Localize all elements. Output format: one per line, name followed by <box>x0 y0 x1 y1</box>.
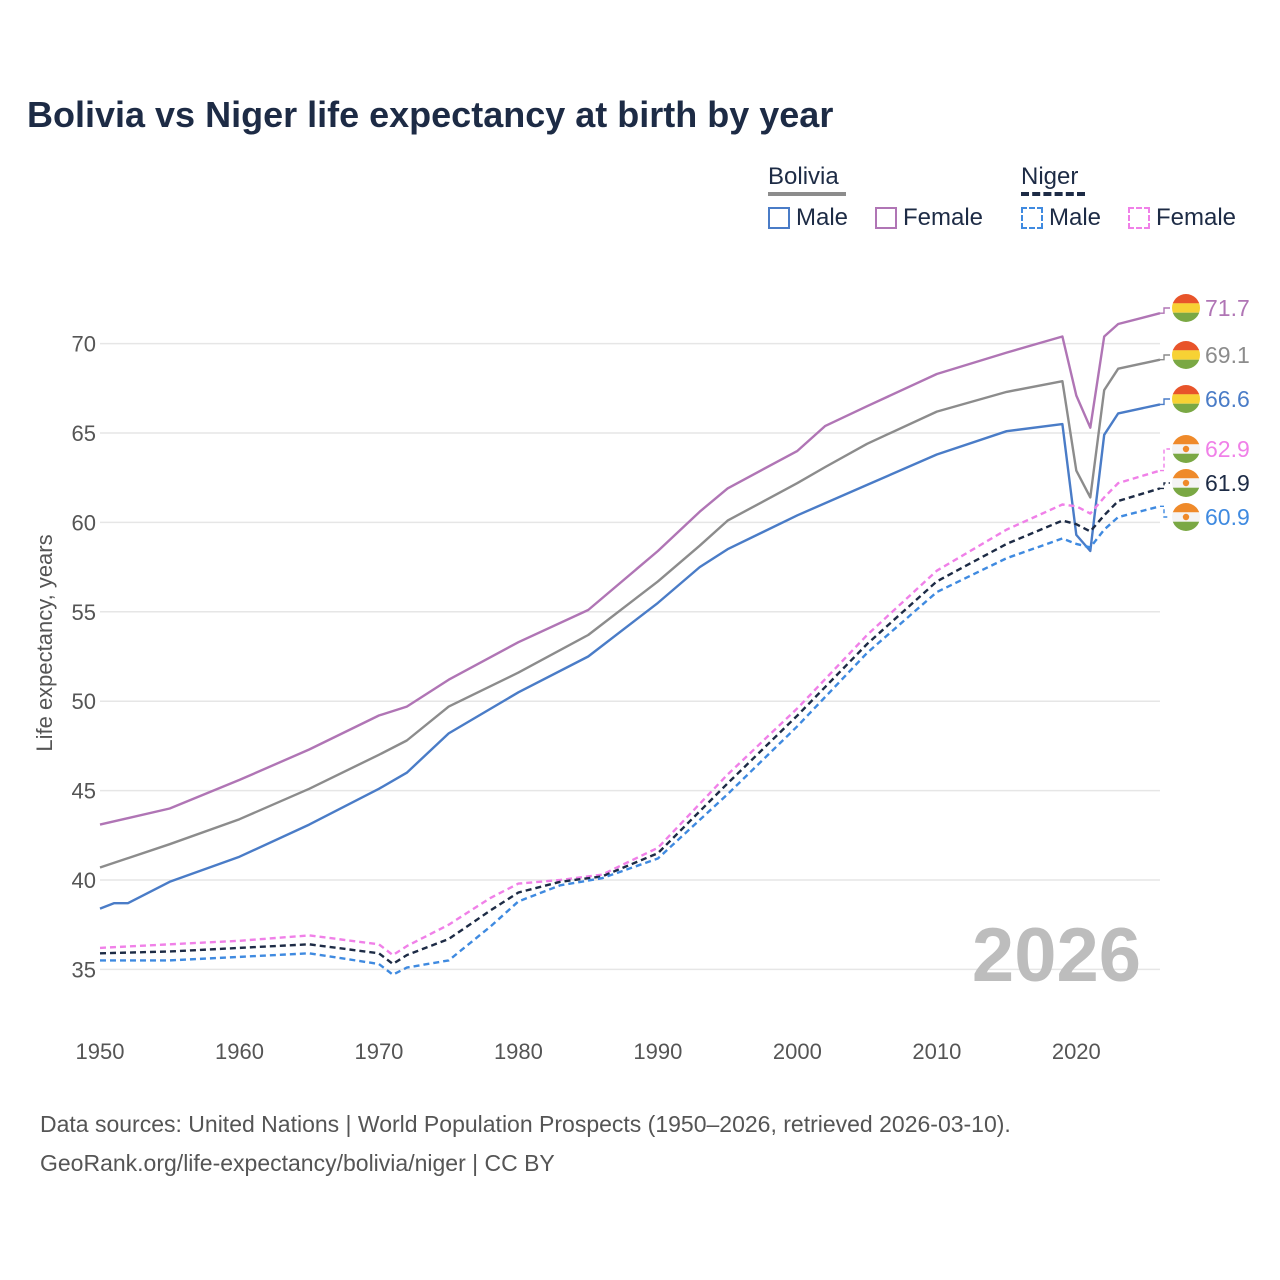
end-label-connector <box>1160 398 1170 406</box>
end-label-connector <box>1160 448 1170 472</box>
series <box>99 312 1161 976</box>
legend-bolivia-underline <box>768 192 846 196</box>
footer-link: GeoRank.org/life-expectancy/bolivia/nige… <box>40 1150 555 1176</box>
end-label-value: 61.9 <box>1205 470 1250 496</box>
x-tick-label: 2010 <box>912 1039 961 1064</box>
legend-niger-underline <box>1021 192 1085 196</box>
legend-bolivia-male-swatch <box>768 207 790 229</box>
bolivia-flag-icon <box>1172 341 1200 369</box>
end-label-connector <box>1160 354 1170 361</box>
y-tick-label: 50 <box>72 689 96 714</box>
series-line-niger-total[interactable] <box>99 487 1161 966</box>
chart-title: Bolivia vs Niger life expectancy at birt… <box>27 94 834 135</box>
y-tick-label: 35 <box>72 957 96 982</box>
grid <box>100 342 1160 971</box>
legend-niger-female[interactable]: Female <box>1128 204 1236 232</box>
series-line-bolivia-male[interactable] <box>99 403 1161 910</box>
y-tick-label: 70 <box>72 332 96 357</box>
end-label-value: 60.9 <box>1205 504 1250 530</box>
niger-flag-icon <box>1172 435 1200 463</box>
legend-bolivia-title: Bolivia <box>768 163 839 190</box>
bolivia-flag-icon <box>1172 294 1200 322</box>
y-axis-label: Life expectancy, years <box>32 534 57 752</box>
legend-bolivia-male-label: Male <box>796 204 849 231</box>
bolivia-flag-icon <box>1172 385 1200 413</box>
series-line-niger-male[interactable] <box>100 505 1161 976</box>
end-label-connector <box>1160 505 1170 518</box>
legend-bolivia-female-swatch <box>875 207 897 229</box>
y-tick-label: 55 <box>72 600 96 625</box>
x-tick-label: 1990 <box>633 1039 682 1064</box>
legend-bolivia: Bolivia Male Female <box>768 160 1008 240</box>
legend-niger-male[interactable]: Male <box>1021 204 1101 232</box>
series-line-niger-female[interactable] <box>99 469 1161 957</box>
legend-niger: Niger Male Female <box>1021 160 1261 240</box>
end-label-connector <box>1160 307 1170 314</box>
legend-bolivia-male[interactable]: Male <box>768 204 848 232</box>
end-label-value: 62.9 <box>1205 436 1250 462</box>
niger-flag-icon <box>1172 469 1200 497</box>
x-tick-label: 1980 <box>494 1039 543 1064</box>
legend-niger-female-label: Female <box>1156 204 1237 231</box>
legend-niger-male-swatch <box>1021 207 1043 229</box>
niger-flag-icon <box>1172 503 1200 531</box>
y-tick-label: 45 <box>72 779 96 804</box>
x-tick-label: 2020 <box>1052 1039 1101 1064</box>
x-tick-label: 1960 <box>215 1039 264 1064</box>
end-label-connector <box>1160 482 1170 490</box>
x-tick-label: 2000 <box>773 1039 822 1064</box>
end-label-value: 71.7 <box>1205 295 1250 321</box>
legend-niger-title: Niger <box>1021 163 1079 190</box>
x-tick-label: 1970 <box>354 1039 403 1064</box>
y-tick-label: 65 <box>72 421 96 446</box>
y-tick-label: 40 <box>72 868 96 893</box>
series-line-bolivia-total[interactable] <box>99 358 1161 869</box>
legend-niger-female-swatch <box>1128 207 1150 229</box>
y-tick-label: 60 <box>72 510 96 535</box>
end-label-value: 66.6 <box>1205 386 1250 412</box>
end-label-value: 69.1 <box>1205 342 1250 368</box>
end-labels: 71.7 69.1 66.6 62.9 61.9 60.9 <box>1160 294 1250 531</box>
legend-bolivia-female[interactable]: Female <box>875 204 983 232</box>
legend-niger-male-label: Male <box>1049 204 1102 231</box>
footer-sources: Data sources: United Nations | World Pop… <box>40 1111 1011 1137</box>
axes: 35 40 45 50 55 60 65 70 1950 1960 1970 1980 1990 2000… <box>72 332 1101 1064</box>
legend-bolivia-female-label: Female <box>903 204 984 231</box>
footer: Data sources: United Nations | World Pop… <box>40 1105 1011 1183</box>
series-line-bolivia-female[interactable] <box>99 312 1161 826</box>
year-watermark: 2026 <box>971 913 1141 998</box>
x-tick-label: 1950 <box>76 1039 125 1064</box>
